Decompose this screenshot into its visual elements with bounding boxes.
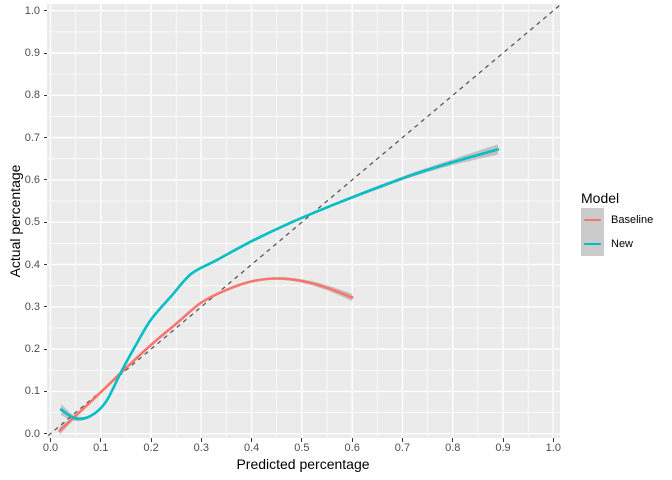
legend-item-label: New [611, 238, 634, 250]
y-tick-mark [43, 306, 47, 308]
x-tick-label: 1.0 [545, 442, 561, 454]
y-tick-label: 1.0 [24, 4, 40, 17]
y-tick-label: 0.6 [24, 173, 40, 186]
y-tick-mark [43, 348, 47, 350]
x-tick-mark [251, 438, 253, 442]
y-tick-mark [43, 10, 47, 12]
x-tick-label: 0.9 [495, 442, 511, 454]
smooth-curve-baseline [58, 277, 354, 432]
plot-canvas [47, 4, 560, 438]
x-tick-mark [50, 438, 51, 442]
x-tick-label: 0.8 [445, 442, 461, 454]
y-tick-label: 0.0 [24, 427, 40, 440]
y-tick-label: 0.2 [24, 343, 40, 356]
legend-item-new: New [581, 232, 653, 256]
identity-dashed-line [47, 4, 560, 438]
confidence-ribbon-new [61, 144, 498, 422]
x-tick-label: 0.3 [193, 442, 209, 454]
legend: Model Baseline New [581, 189, 653, 256]
legend-key [581, 232, 604, 256]
y-tick-label: 0.5 [24, 216, 40, 229]
y-tick-label: 0.1 [24, 385, 40, 398]
x-tick-label: 0.6 [344, 442, 360, 454]
smooth-curve-new [59, 148, 500, 421]
plot-panel [47, 4, 560, 438]
legend-items: Baseline New [581, 208, 653, 256]
y-tick-mark [43, 433, 47, 435]
y-tick-label: 0.9 [24, 47, 40, 59]
x-tick-label: 0.1 [93, 442, 109, 454]
x-tick-mark [351, 438, 353, 442]
x-tick-label: 0.0 [42, 442, 59, 454]
y-tick-mark [43, 179, 47, 181]
y-tick-label: 0.7 [24, 131, 40, 144]
legend-item-baseline: Baseline [581, 208, 653, 232]
y-tick-mark [43, 390, 47, 392]
legend-item-label: Baseline [611, 214, 654, 226]
x-tick-label: 0.7 [394, 442, 411, 454]
x-axis-title: Predicted percentage [236, 456, 370, 472]
x-tick-mark [150, 438, 152, 442]
x-tick-mark [502, 438, 504, 442]
y-tick-label: 0.8 [24, 89, 40, 102]
x-tick-mark [100, 438, 102, 442]
y-tick-mark [43, 52, 47, 54]
x-tick-label: 0.4 [243, 442, 260, 454]
legend-key [581, 208, 604, 232]
legend-key-line-icon [584, 242, 601, 246]
y-tick-label: 0.4 [24, 258, 40, 271]
y-tick-mark [43, 94, 47, 96]
legend-title: Model [581, 190, 620, 206]
x-tick-mark [301, 438, 303, 442]
x-tick-label: 0.2 [143, 442, 159, 454]
y-tick-mark [43, 221, 47, 223]
legend-key-line-icon [584, 218, 601, 222]
y-tick-mark [43, 137, 47, 139]
y-tick-mark [43, 264, 47, 265]
x-tick-label: 0.5 [294, 442, 310, 454]
x-tick-mark [401, 438, 403, 442]
x-tick-mark [200, 438, 202, 442]
y-tick-label: 0.3 [24, 300, 40, 313]
x-tick-mark [552, 438, 554, 442]
x-tick-mark [452, 438, 454, 442]
